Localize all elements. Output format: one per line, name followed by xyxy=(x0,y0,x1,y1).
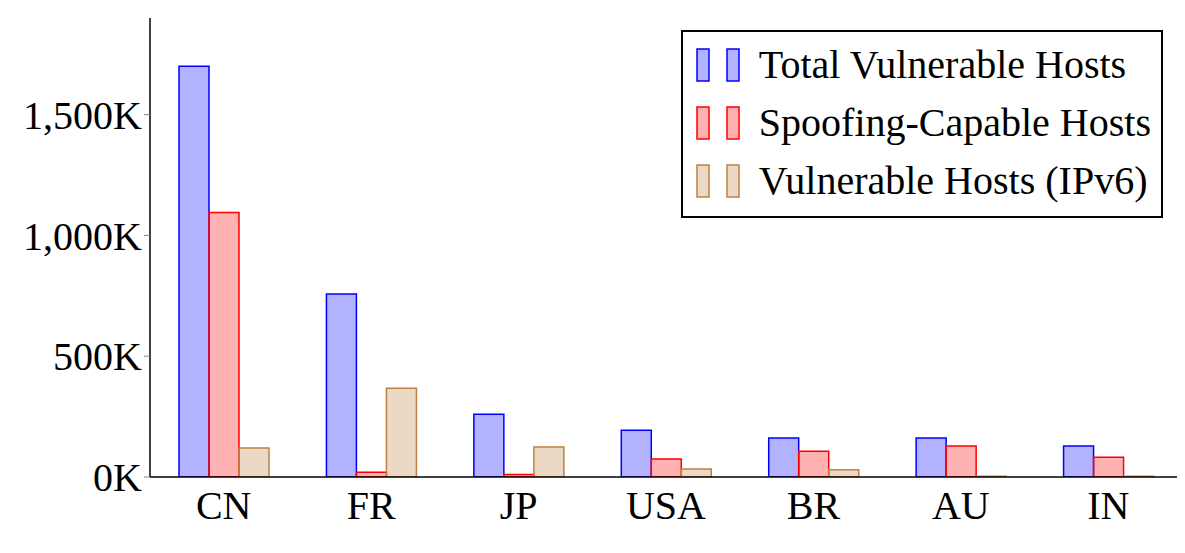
svg-text:JP: JP xyxy=(500,483,538,528)
svg-text:500K: 500K xyxy=(53,334,142,379)
svg-text:USA: USA xyxy=(626,483,706,528)
svg-text:IN: IN xyxy=(1087,483,1129,528)
svg-text:1,000K: 1,000K xyxy=(23,214,142,259)
html-text:Vulnerable Hosts (IPv6): Vulnerable Hosts (IPv6) xyxy=(758,158,1148,203)
svg-text:1,500K: 1,500K xyxy=(23,93,142,138)
html-text:Total Vulnerable Hosts: Total Vulnerable Hosts xyxy=(758,42,1127,87)
html-text:Spoofing-Capable Hosts: Spoofing-Capable Hosts xyxy=(758,100,1151,145)
svg-text:BR: BR xyxy=(787,483,841,528)
svg-text:0K: 0K xyxy=(93,455,142,500)
svg-text:AU: AU xyxy=(932,483,990,528)
svg-text:CN: CN xyxy=(196,483,252,528)
svg-text:FR: FR xyxy=(347,483,396,528)
